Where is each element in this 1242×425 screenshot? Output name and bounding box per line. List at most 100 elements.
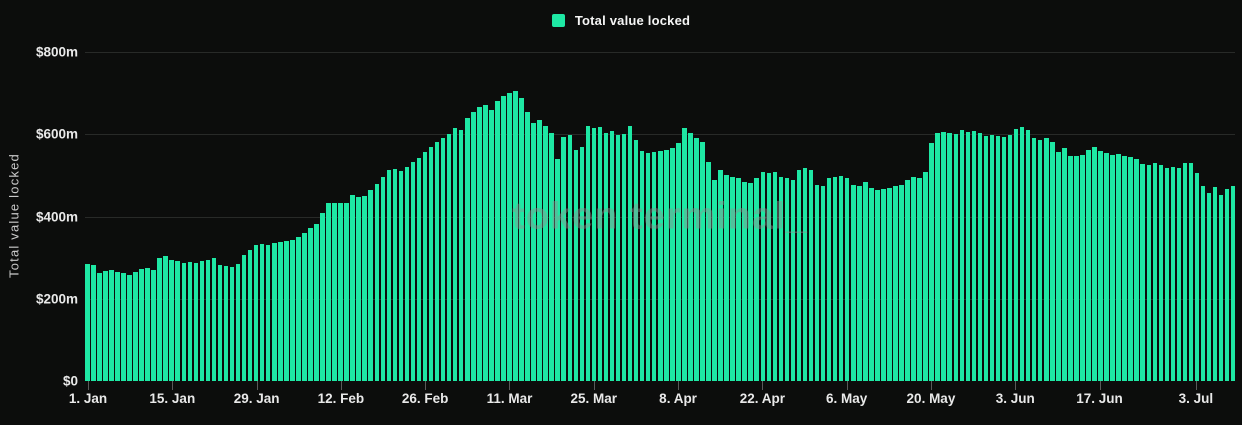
tvl-bar[interactable] bbox=[374, 183, 380, 381]
tvl-bar[interactable] bbox=[826, 177, 832, 381]
tvl-bar[interactable] bbox=[796, 170, 802, 381]
tvl-bar[interactable] bbox=[1158, 165, 1164, 381]
tvl-bar[interactable] bbox=[766, 172, 772, 381]
tvl-bar[interactable] bbox=[555, 158, 560, 381]
tvl-bar[interactable] bbox=[808, 170, 814, 381]
tvl-bar[interactable] bbox=[953, 133, 959, 381]
tvl-bar[interactable] bbox=[483, 105, 488, 381]
tvl-bar[interactable] bbox=[688, 133, 693, 381]
tvl-bar[interactable] bbox=[410, 162, 416, 381]
tvl-bar[interactable] bbox=[917, 177, 922, 381]
tvl-bar[interactable] bbox=[1200, 186, 1206, 381]
tvl-bar[interactable] bbox=[127, 274, 132, 381]
tvl-bar[interactable] bbox=[597, 126, 603, 381]
tvl-bar[interactable] bbox=[326, 202, 331, 381]
tvl-bar[interactable] bbox=[320, 212, 325, 381]
tvl-bar[interactable] bbox=[1043, 138, 1049, 381]
tvl-bar[interactable] bbox=[1074, 156, 1079, 381]
tvl-bar[interactable] bbox=[380, 177, 386, 381]
tvl-bar[interactable] bbox=[730, 176, 735, 381]
tvl-bar[interactable] bbox=[1170, 166, 1176, 381]
tvl-bar[interactable] bbox=[259, 244, 265, 381]
tvl-bar[interactable] bbox=[718, 170, 723, 381]
tvl-bar[interactable] bbox=[1116, 153, 1121, 381]
tvl-bar[interactable] bbox=[832, 176, 838, 381]
tvl-bar[interactable] bbox=[645, 153, 651, 381]
tvl-bar[interactable] bbox=[772, 171, 778, 381]
tvl-bar[interactable] bbox=[362, 195, 367, 381]
tvl-bar[interactable] bbox=[1122, 155, 1127, 381]
tvl-bar[interactable] bbox=[1080, 154, 1085, 381]
tvl-bar[interactable] bbox=[458, 130, 464, 381]
tvl-bar[interactable] bbox=[1037, 140, 1043, 381]
tvl-bar[interactable] bbox=[265, 244, 271, 381]
tvl-bar[interactable] bbox=[350, 195, 355, 381]
tvl-bar[interactable] bbox=[869, 187, 874, 381]
tvl-bar[interactable] bbox=[1110, 154, 1115, 381]
tvl-bar[interactable] bbox=[1182, 162, 1188, 381]
tvl-bar[interactable] bbox=[169, 259, 174, 381]
tvl-bar[interactable] bbox=[1194, 172, 1200, 381]
tvl-bar[interactable] bbox=[802, 168, 808, 381]
tvl-bar[interactable] bbox=[549, 133, 554, 381]
tvl-bar[interactable] bbox=[284, 241, 289, 381]
tvl-bar[interactable] bbox=[507, 93, 512, 381]
tvl-bar[interactable] bbox=[923, 171, 928, 381]
tvl-bar[interactable] bbox=[464, 117, 470, 381]
tvl-bar[interactable] bbox=[434, 141, 440, 381]
tvl-bar[interactable] bbox=[857, 186, 862, 381]
tvl-bar[interactable] bbox=[609, 130, 615, 381]
tvl-bar[interactable] bbox=[850, 184, 856, 381]
tvl-bar[interactable] bbox=[133, 272, 138, 381]
tvl-bar[interactable] bbox=[567, 135, 573, 381]
tvl-bar[interactable] bbox=[271, 242, 277, 381]
tvl-bar[interactable] bbox=[1056, 151, 1061, 381]
tvl-bar[interactable] bbox=[1062, 148, 1067, 381]
tvl-bar[interactable] bbox=[290, 239, 295, 381]
tvl-bar[interactable] bbox=[887, 187, 892, 381]
tvl-bar[interactable] bbox=[241, 255, 247, 381]
tvl-bar[interactable] bbox=[820, 186, 826, 381]
tvl-bar[interactable] bbox=[633, 140, 639, 381]
tvl-bar[interactable] bbox=[278, 242, 283, 381]
tvl-bar[interactable] bbox=[1146, 165, 1152, 381]
tvl-bar[interactable] bbox=[187, 262, 193, 381]
tvl-bar[interactable] bbox=[664, 149, 669, 381]
tvl-bar[interactable] bbox=[760, 171, 766, 381]
tvl-bar[interactable] bbox=[1104, 152, 1109, 381]
tvl-bar[interactable] bbox=[899, 184, 904, 381]
tvl-bar[interactable] bbox=[1188, 163, 1194, 381]
tvl-bar[interactable] bbox=[398, 171, 404, 381]
tvl-bar[interactable] bbox=[875, 189, 880, 381]
tvl-bar[interactable] bbox=[199, 260, 205, 381]
legend[interactable]: Total value locked bbox=[0, 13, 1242, 28]
tvl-bar[interactable] bbox=[585, 126, 591, 381]
tvl-bar[interactable] bbox=[115, 271, 120, 381]
tvl-bar[interactable] bbox=[1140, 164, 1145, 381]
tvl-bar[interactable] bbox=[724, 174, 729, 381]
tvl-bar[interactable] bbox=[416, 158, 422, 381]
tvl-bar[interactable] bbox=[1230, 186, 1236, 381]
tvl-bar[interactable] bbox=[959, 130, 965, 381]
tvl-bar[interactable] bbox=[1092, 146, 1097, 381]
tvl-bar[interactable] bbox=[621, 133, 627, 381]
tvl-bar[interactable] bbox=[1206, 192, 1212, 381]
tvl-bar[interactable] bbox=[205, 260, 211, 381]
tvl-bar[interactable] bbox=[97, 272, 102, 381]
tvl-bar[interactable] bbox=[893, 186, 898, 381]
tvl-bar[interactable] bbox=[863, 181, 868, 381]
tvl-bar[interactable] bbox=[1013, 129, 1019, 381]
tvl-bar[interactable] bbox=[784, 178, 790, 381]
tvl-bar[interactable] bbox=[109, 269, 114, 381]
tvl-bar[interactable] bbox=[193, 262, 199, 381]
tvl-bar[interactable] bbox=[947, 132, 952, 381]
tvl-bar[interactable] bbox=[1164, 168, 1170, 381]
tvl-bar[interactable] bbox=[1176, 167, 1182, 381]
tvl-bar[interactable] bbox=[1068, 156, 1073, 381]
tvl-bar[interactable] bbox=[1001, 136, 1007, 381]
tvl-bar[interactable] bbox=[712, 179, 717, 381]
tvl-bar[interactable] bbox=[471, 111, 476, 381]
tvl-bar[interactable] bbox=[1128, 156, 1133, 381]
tvl-bar[interactable] bbox=[332, 202, 337, 381]
tvl-bar[interactable] bbox=[157, 258, 162, 381]
